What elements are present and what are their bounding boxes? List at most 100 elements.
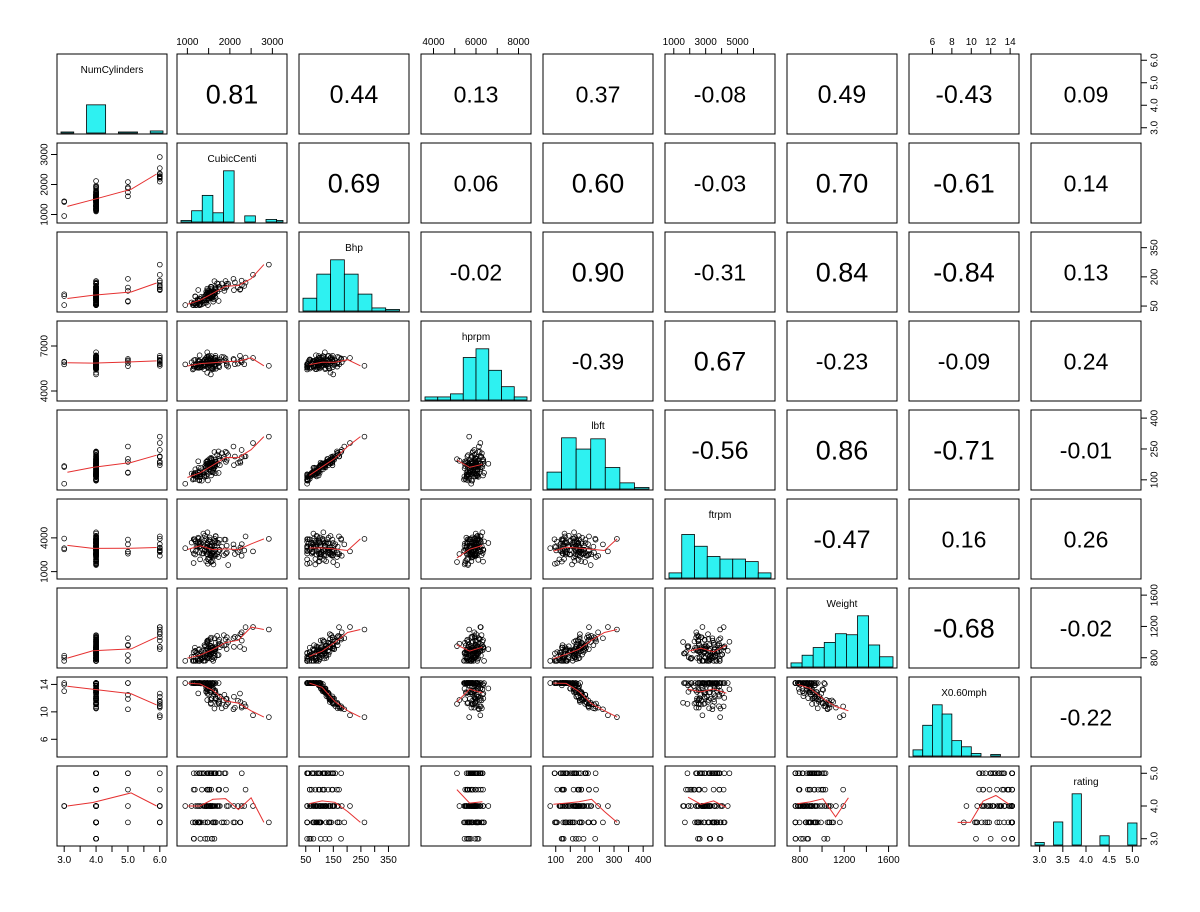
histogram-bar	[812, 647, 825, 668]
scatter-point	[963, 803, 970, 809]
scatter-point	[201, 548, 208, 554]
scatter-point	[478, 703, 484, 710]
scatter-point	[313, 657, 320, 664]
scatter-point	[479, 456, 486, 462]
scatter-point	[157, 624, 163, 630]
scatter-point	[713, 658, 720, 664]
scatter-point	[706, 656, 713, 662]
tick-label: 200	[577, 855, 594, 866]
scatter-point	[323, 819, 329, 826]
scatter-point	[999, 786, 1006, 793]
scatter-point	[93, 680, 99, 686]
scatter-point	[726, 639, 733, 645]
histogram-bar	[834, 633, 847, 668]
panel-frame	[420, 765, 532, 847]
scatter-point	[93, 287, 99, 293]
scatter-point	[157, 272, 163, 278]
scatter-point	[316, 365, 323, 372]
histogram-bar	[191, 210, 203, 223]
panel-frame	[420, 498, 532, 580]
histogram-bar	[961, 746, 972, 757]
histogram-bar	[371, 307, 387, 312]
scatter-point	[564, 540, 570, 547]
scatter-point	[157, 360, 163, 367]
scatter-point	[327, 636, 333, 642]
scatter-point	[93, 356, 99, 363]
scatter-point	[582, 647, 588, 653]
scatter-point	[719, 690, 725, 697]
scatter-point	[692, 819, 698, 826]
smoother-line	[309, 538, 361, 552]
scatter-point	[330, 559, 337, 565]
scatter-point	[709, 650, 716, 657]
scatter-point	[125, 459, 131, 465]
scatter-point	[576, 634, 583, 640]
scatter-point	[195, 287, 202, 293]
scatter-point	[822, 786, 829, 793]
scatter-point	[711, 696, 717, 702]
tick-label: 400	[1150, 409, 1161, 426]
scatter-point	[202, 300, 208, 306]
scatter-point	[563, 658, 570, 664]
scatter-point	[61, 688, 67, 694]
scatter-point	[982, 819, 989, 826]
scatter-point	[822, 700, 829, 707]
scatter-point	[219, 450, 225, 457]
scatter-point	[125, 443, 131, 450]
histogram-bar	[619, 482, 635, 490]
scatter-point	[709, 770, 716, 777]
scatter-point	[157, 770, 163, 777]
tick-label: 8	[949, 37, 955, 48]
scatter-point	[322, 462, 328, 469]
scatter-point	[976, 770, 983, 777]
scatter-point	[93, 465, 99, 472]
scatter-point	[682, 819, 688, 826]
scatter-point	[579, 690, 585, 697]
scatter-point	[223, 646, 230, 652]
scatter-point	[223, 786, 229, 793]
scatter-point	[215, 358, 222, 365]
scatter-point	[464, 786, 471, 793]
scatter-point	[316, 470, 323, 476]
histogram-bar	[590, 438, 606, 490]
panel-frame	[908, 765, 1020, 847]
scatter-point	[157, 803, 163, 809]
scatter-point	[1001, 786, 1007, 793]
correlation-value: -0.03	[694, 170, 746, 196]
scatter-point	[157, 170, 163, 177]
scatter-point	[321, 646, 327, 653]
smoother-line	[797, 683, 849, 712]
scatter-point	[361, 626, 368, 633]
scatter-point	[472, 641, 479, 648]
panel-frame	[298, 231, 410, 313]
scatter-point	[212, 540, 219, 547]
correlation-value: -0.31	[694, 259, 746, 285]
scatter-point	[982, 770, 989, 777]
scatter-point	[93, 639, 99, 645]
scatter-point	[694, 655, 700, 661]
scatter-point	[705, 697, 712, 703]
scatter-point	[157, 154, 163, 160]
correlation-value: -0.84	[933, 258, 995, 288]
scatter-point	[578, 547, 584, 553]
scatter-point	[1009, 786, 1015, 793]
scatter-point	[805, 819, 811, 826]
scatter-point	[125, 803, 131, 809]
scatter-point	[595, 803, 601, 809]
scatter-point	[193, 548, 199, 554]
scatter-point	[818, 786, 824, 793]
scatter-point	[93, 643, 99, 649]
histogram-bar	[745, 561, 759, 579]
panel-frame	[908, 498, 1020, 580]
scatter-point	[125, 696, 131, 702]
scatter-point	[212, 533, 219, 539]
scatter-point	[208, 770, 214, 777]
tick-label: 6.0	[153, 855, 167, 866]
scatter-point	[717, 626, 723, 633]
scatter-point	[232, 279, 238, 286]
scatter-point	[212, 358, 218, 365]
scatter-point	[465, 452, 471, 458]
smoother-line	[309, 629, 361, 657]
tick-label: 350	[1150, 239, 1161, 256]
scatter-point	[485, 803, 492, 809]
